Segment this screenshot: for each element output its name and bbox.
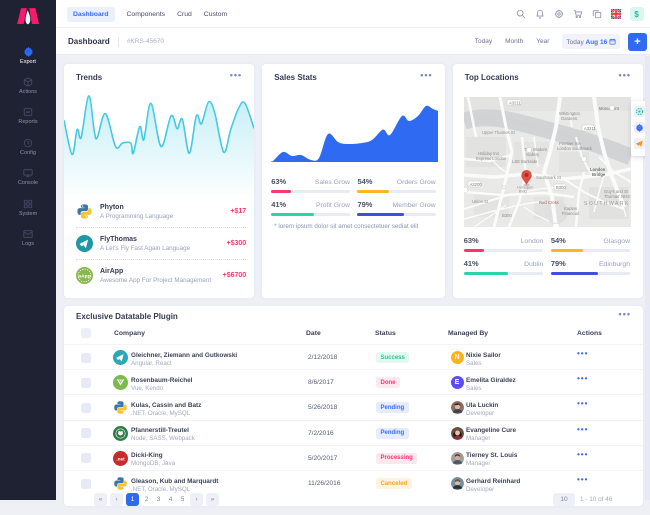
svg-text:B300: B300 — [502, 213, 512, 218]
svg-text:Union St: Union St — [472, 199, 489, 204]
svg-text:London Southwark: London Southwark — [557, 146, 593, 151]
svg-text:Kaplan: Kaplan — [564, 206, 578, 211]
svg-text:Red Cross: Red Cross — [539, 200, 559, 205]
svg-text:LSE Barkside: LSE Barkside — [512, 159, 538, 164]
svg-text:A3211: A3211 — [584, 126, 596, 131]
svg-text:Tate Modern: Tate Modern — [524, 147, 548, 152]
svg-text:B300: B300 — [556, 185, 566, 190]
svg-text:Guy's and St: Guy's and St — [604, 189, 629, 194]
svg-text:Upper Thames St: Upper Thames St — [482, 130, 516, 135]
svg-text:A3200: A3200 — [469, 182, 482, 187]
svg-text:Holiday Inn: Holiday Inn — [478, 151, 500, 156]
svg-text:Financial: Financial — [562, 211, 579, 216]
svg-text:Harlequin: Harlequin — [517, 186, 533, 190]
svg-text:Bldg: Bldg — [519, 190, 527, 194]
svg-text:aApp: aApp — [78, 273, 90, 279]
svg-text:Gardens: Gardens — [561, 116, 577, 121]
svg-text:Express London: Express London — [476, 156, 507, 161]
svg-text:Bridge: Bridge — [592, 172, 606, 177]
svg-text:London: London — [590, 167, 606, 172]
svg-text:Thomas' NHS: Thomas' NHS — [604, 194, 630, 199]
svg-text:A3211: A3211 — [509, 100, 521, 105]
svg-text:SOUTHWARK: SOUTHWARK — [584, 201, 630, 207]
svg-text:.net: .net — [116, 456, 125, 461]
svg-text:Whittington: Whittington — [559, 111, 581, 116]
svg-text:Gallery: Gallery — [526, 152, 540, 157]
svg-text:Premier Inn: Premier Inn — [559, 141, 581, 146]
svg-text:Southwark St: Southwark St — [536, 175, 562, 180]
